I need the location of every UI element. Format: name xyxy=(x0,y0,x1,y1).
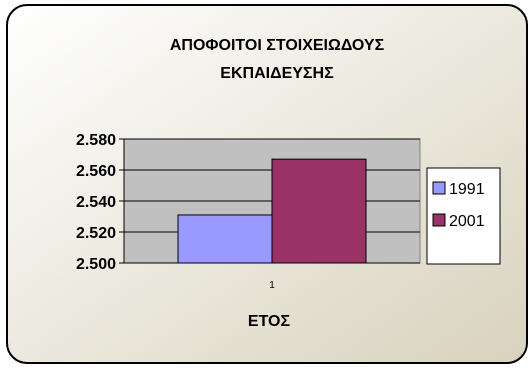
y-tick-label: 2.540 xyxy=(76,194,116,211)
legend-swatch-1991 xyxy=(432,181,446,195)
y-tick-label: 2.520 xyxy=(76,225,116,242)
bar-2001 xyxy=(271,158,367,264)
y-tick-label: 2.560 xyxy=(76,163,116,180)
x-axis-label: ΕΤΟΣ xyxy=(248,313,291,330)
legend-swatch-2001 xyxy=(432,213,446,227)
chart-title-line-1: ΑΠΟΦΟΙΤΟΙ ΣΤΟΙΧΕΙΩΔΟΥΣ xyxy=(170,37,385,54)
bar-1991 xyxy=(177,214,273,264)
legend-label-1991: 1991 xyxy=(449,181,485,198)
y-tick-label: 2.580 xyxy=(76,132,116,149)
legend: 1991 2001 xyxy=(426,167,501,265)
plot-area: 2.500 2.520 2.540 2.560 2.580 1 xyxy=(76,132,421,291)
chart-title-line-2: ΕΚΠΑΙΔΕΥΣΗΣ xyxy=(220,65,334,82)
legend-label-2001: 2001 xyxy=(449,213,485,230)
y-tick-label: 2.500 xyxy=(76,256,116,273)
x-tick-label: 1 xyxy=(269,280,275,291)
